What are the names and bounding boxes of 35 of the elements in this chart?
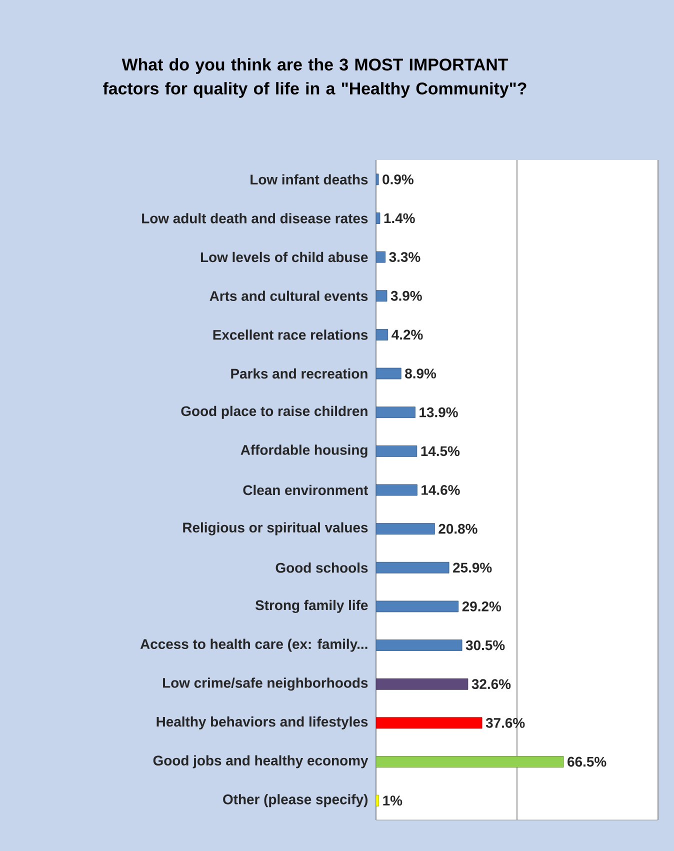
y-tick-label: Other (please specify) — [223, 794, 368, 808]
y-tick-label: Strong family life — [255, 600, 368, 613]
y-tick-label: Good jobs and healthy economy — [153, 755, 368, 768]
y-tick-label: Arts and cultural events — [210, 290, 368, 301]
data-label: 37.6% — [486, 718, 525, 728]
data-label: 8.9% — [405, 368, 436, 378]
data-label: 25.9% — [453, 562, 492, 573]
data-label: 66.5% — [568, 756, 606, 767]
y-tick-label: Affordable housing — [240, 444, 368, 458]
y-tick-label: Low levels of child abuse — [200, 252, 368, 262]
data-label: 20.8% — [438, 524, 478, 534]
data-label: 14.5% — [421, 446, 460, 456]
y-tick-label: Excellent race relations — [213, 330, 368, 340]
y-tick-label: Good schools — [276, 562, 368, 573]
data-label: 3.3% — [389, 252, 420, 262]
data-label: 30.5% — [466, 640, 505, 650]
data-label: 32.6% — [472, 679, 511, 690]
data-label: 0.9% — [382, 174, 414, 184]
y-tick-label: Parks and recreation — [231, 368, 368, 379]
chart-title: What do you think are the 3 MOST IMPORTANT factors for quality of life in a "Healthy Community"? — [103, 58, 526, 98]
y-tick-label: Low adult death and disease rates — [142, 213, 368, 224]
data-label: 14.6% — [422, 485, 460, 495]
data-label: 1.4% — [384, 213, 415, 224]
data-label: 4.2% — [392, 330, 423, 340]
y-tick-label: Low infant deaths — [250, 174, 368, 185]
y-tick-label: Low crime/safe neighborhoods — [163, 678, 368, 691]
y-tick-label: Access to health care (ex: family... — [140, 638, 368, 652]
data-label: 3.9% — [390, 290, 422, 301]
y-tick-label: Healthy behaviors and lifestyles — [156, 716, 368, 730]
y-tick-label: Religious or spiritual values — [183, 522, 368, 536]
y-tick-label: Clean environment — [243, 484, 368, 496]
data-label: 1% — [383, 796, 402, 806]
y-tick-label: Good place to raise children — [181, 406, 368, 419]
data-label: 13.9% — [420, 407, 458, 418]
data-label: 29.2% — [462, 602, 502, 612]
